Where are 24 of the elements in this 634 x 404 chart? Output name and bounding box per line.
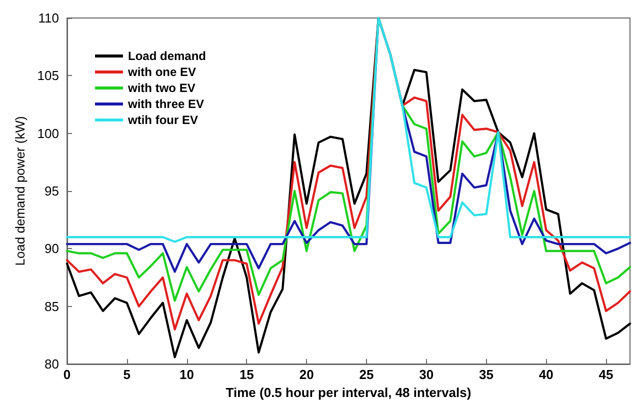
x-tick-label: 5 — [123, 367, 131, 382]
y-tick-label: 85 — [44, 298, 59, 314]
y-tick-label: 95 — [44, 184, 59, 198]
legend-label: with two EV — [127, 81, 196, 95]
x-tick-label: 20 — [299, 367, 314, 382]
x-tick-label: 10 — [180, 367, 194, 382]
x-tick-label: 40 — [538, 367, 554, 382]
y-tick-label: 100 — [37, 126, 59, 141]
x-axis-title: Time (0.5 hour per interval, 48 intervals) — [226, 384, 472, 400]
x-tick-label: 0 — [63, 367, 71, 382]
x-tick-label: 30 — [419, 367, 434, 382]
y-tick-label: 105 — [37, 68, 59, 84]
x-tick-label: 35 — [479, 367, 494, 382]
y-tick-label: 80 — [44, 356, 59, 372]
x-tick-label: 25 — [359, 367, 374, 382]
legend-label: with one EV — [127, 65, 196, 79]
legend-label: Load demand — [128, 49, 206, 63]
y-tick-label: 110 — [38, 10, 59, 26]
y-tick-label: 90 — [44, 241, 59, 256]
y-axis-title: Load demand power (kW) — [12, 116, 28, 266]
x-tick-label: 45 — [598, 367, 614, 382]
legend-label: wtih four EV — [127, 113, 198, 127]
legend-label: with three EV — [127, 97, 204, 111]
x-tick-label: 15 — [239, 367, 254, 382]
